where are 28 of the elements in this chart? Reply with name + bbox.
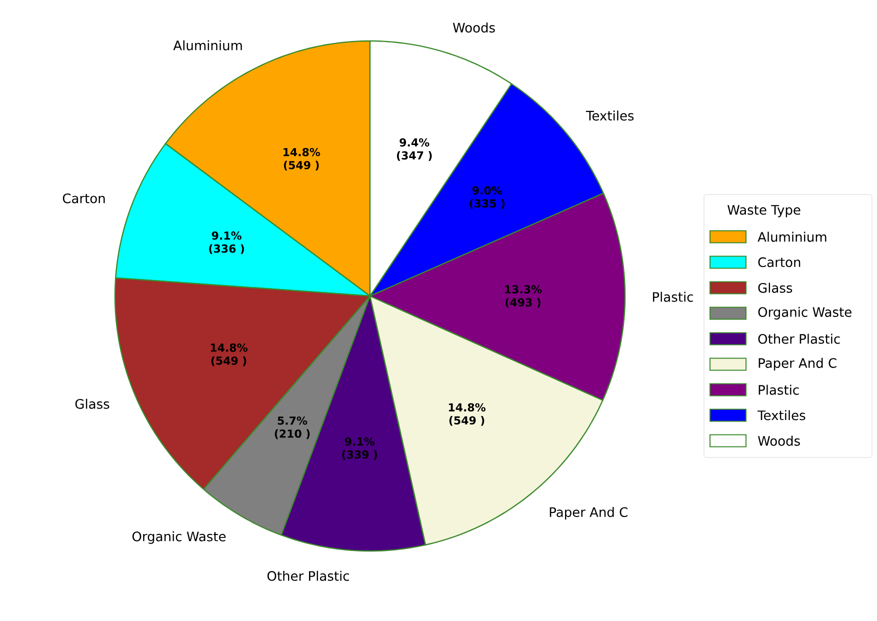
data-label: 9.0% (335 ) bbox=[470, 186, 505, 209]
slice-label: Glass bbox=[75, 398, 110, 409]
legend-label: Carton bbox=[758, 257, 800, 268]
data-label: 14.8% (549 ) bbox=[210, 344, 248, 366]
slice-label: Organic Waste bbox=[132, 531, 226, 544]
legend-label: Aluminium bbox=[758, 232, 826, 242]
slice-label: Carton bbox=[62, 193, 105, 204]
slice-label: Aluminium bbox=[173, 40, 242, 50]
slice-label: Other Plastic bbox=[267, 570, 349, 581]
data-label: 5.7% (210 ) bbox=[274, 416, 310, 440]
legend-title: Waste Type bbox=[728, 205, 800, 218]
legend-label: Woods bbox=[758, 436, 800, 446]
data-label: 9.1% (339 ) bbox=[342, 437, 378, 460]
slice-label: Woods bbox=[452, 22, 495, 33]
data-label: 9.4% (347 ) bbox=[396, 138, 432, 161]
legend-label: Glass bbox=[758, 282, 792, 293]
legend-label: Organic Waste bbox=[758, 306, 852, 320]
data-label: 13.3% (493 ) bbox=[505, 285, 542, 308]
data-label: 9.1% (336 ) bbox=[209, 231, 244, 254]
legend-label: Plastic bbox=[758, 384, 799, 395]
legend-label: Textiles bbox=[758, 410, 806, 420]
slice-label: Paper And C bbox=[550, 506, 628, 520]
data-label: 14.8% (549 ) bbox=[284, 148, 320, 171]
slice-label: Plastic bbox=[652, 292, 693, 302]
slice-label: Textiles bbox=[586, 110, 634, 121]
data-label: 14.8% (549 ) bbox=[448, 403, 486, 426]
legend-label: Other Plastic bbox=[758, 334, 840, 344]
legend-label: Paper And C bbox=[758, 358, 836, 370]
